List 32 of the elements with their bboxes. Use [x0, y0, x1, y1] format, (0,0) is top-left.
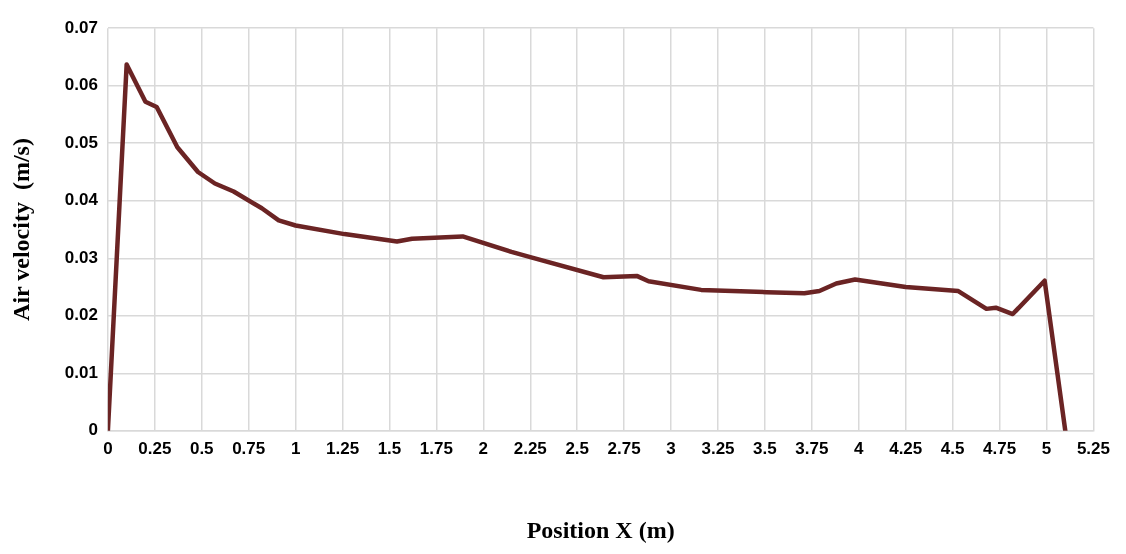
- y-tick-label: 0.04: [64, 190, 99, 210]
- y-tick-label: 0.07: [64, 17, 98, 37]
- x-tick-label: 3.75: [795, 438, 829, 458]
- x-tick-label: 2.5: [565, 438, 590, 458]
- x-tick-label: 4.25: [889, 438, 923, 458]
- y-tick-label: 0: [88, 420, 98, 440]
- x-tick-label: 3.25: [701, 438, 735, 458]
- x-axis-title: Position X (m): [526, 516, 675, 543]
- x-tick-label: 0.75: [232, 438, 266, 458]
- x-tick-label: 3.5: [753, 438, 777, 458]
- y-tick-label: 0.01: [64, 362, 98, 382]
- x-tick-label: 1.75: [419, 438, 453, 458]
- x-tick-label: 4.75: [983, 438, 1017, 458]
- x-tick-label: 1: [290, 438, 301, 458]
- x-tick-label: 3: [666, 438, 676, 458]
- y-tick-label: 0.03: [64, 247, 98, 267]
- x-tick-label: 4: [854, 438, 865, 458]
- y-tick-label: 0.06: [64, 75, 98, 95]
- x-tick-label: 0.25: [138, 438, 172, 458]
- x-tick-label: 2: [478, 438, 489, 458]
- y-axis-title: Air velocity (m/s): [7, 138, 34, 321]
- x-tick-label: 0.5: [189, 438, 214, 458]
- x-tick-label: 2.25: [513, 438, 547, 458]
- x-tick-label: 1.5: [377, 438, 402, 458]
- x-tick-label: 1.25: [326, 438, 360, 458]
- x-tick-label: 2.75: [607, 438, 641, 458]
- x-tick-label: 4.5: [940, 438, 965, 458]
- y-tick-label: 0.05: [64, 132, 98, 152]
- x-tick-label: 5.25: [1076, 438, 1110, 458]
- x-tick-label: 0: [103, 438, 113, 458]
- y-tick-label: 0.02: [64, 305, 98, 325]
- x-tick-label: 5: [1041, 438, 1052, 458]
